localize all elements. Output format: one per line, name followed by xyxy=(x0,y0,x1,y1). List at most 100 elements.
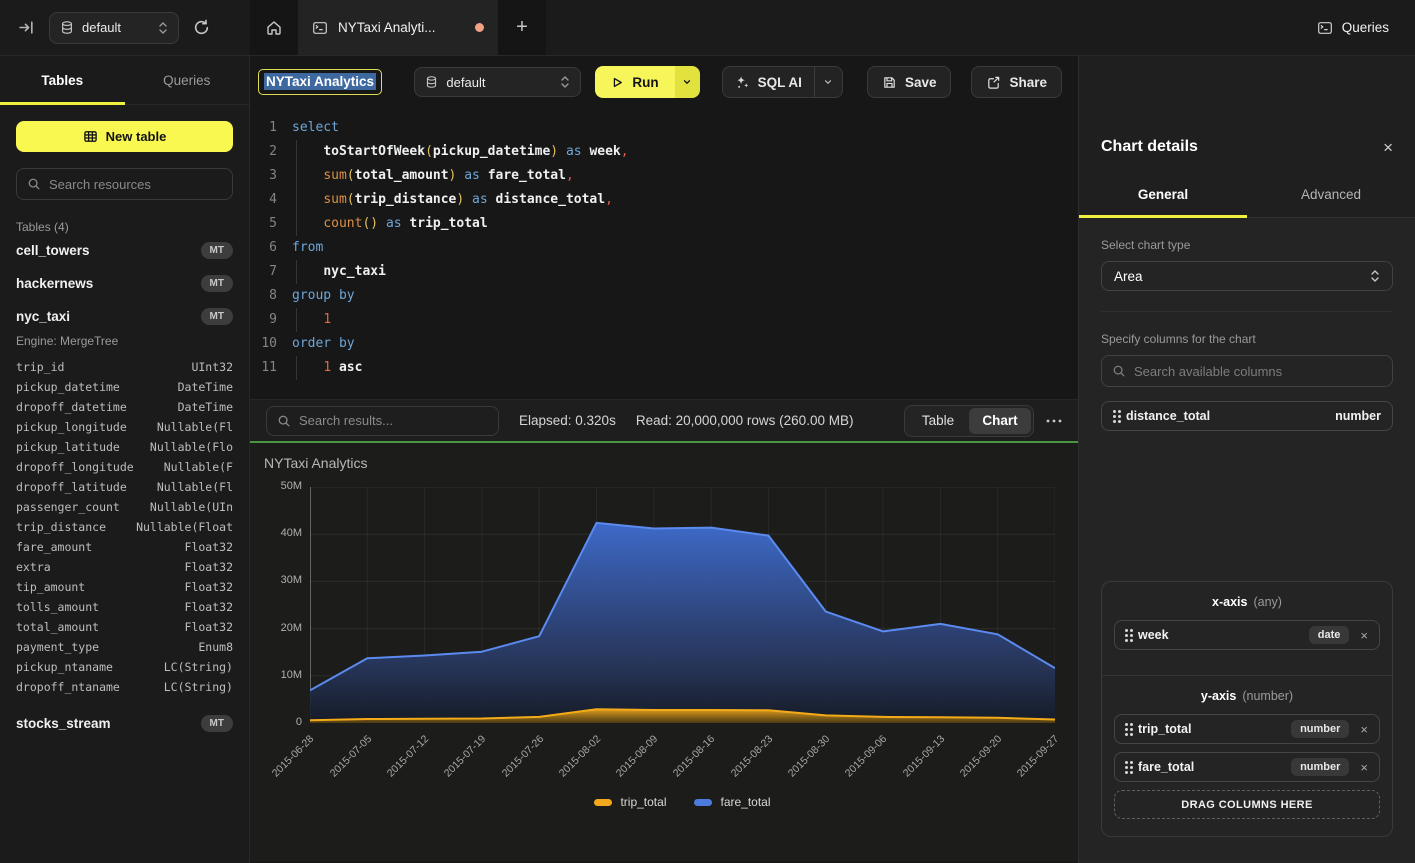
sql-ai-button[interactable]: SQL AI xyxy=(723,67,814,97)
sql-ai-label: SQL AI xyxy=(758,75,802,90)
new-table-button[interactable]: New table xyxy=(16,121,233,152)
axis-item-week[interactable]: weekdate× xyxy=(1114,620,1380,650)
refresh-icon[interactable] xyxy=(193,19,210,36)
axis-item-name: trip_total xyxy=(1138,722,1191,736)
chart-title: NYTaxi Analytics xyxy=(264,455,367,471)
sql-ai-button-group: SQL AI xyxy=(722,66,843,98)
save-button[interactable]: Save xyxy=(867,66,952,98)
run-button[interactable]: Run xyxy=(595,66,674,98)
legend-item-trip_total[interactable]: trip_total xyxy=(594,795,666,809)
sidebar: Tables Queries New table Tables (4) cell… xyxy=(0,56,250,863)
sidebar-search-input[interactable] xyxy=(49,177,222,192)
y-tick-label: 40M xyxy=(258,527,302,539)
columns-label: Specify columns for the chart xyxy=(1101,332,1393,346)
run-label: Run xyxy=(632,75,658,90)
x-axis-items: weekdate× xyxy=(1114,620,1380,650)
tab-advanced[interactable]: Advanced xyxy=(1247,172,1415,217)
columns-search-input[interactable] xyxy=(1134,364,1382,379)
read-stat: Read: 20,000,000 rows (260.00 MB) xyxy=(636,413,854,428)
sidebar-tab-tables[interactable]: Tables xyxy=(0,56,125,104)
column-type: Float32 xyxy=(185,560,233,574)
chart-type-select[interactable]: Area xyxy=(1101,261,1393,291)
y-axis-hint: (number) xyxy=(1242,689,1293,703)
home-tab[interactable] xyxy=(250,0,298,55)
x-tick-label: 2015-08-09 xyxy=(614,733,660,779)
remove-icon[interactable]: × xyxy=(1359,723,1369,736)
drag-handle-icon xyxy=(1113,410,1116,423)
column-row: payment_typeEnum8 xyxy=(16,637,233,657)
remove-icon[interactable]: × xyxy=(1359,761,1369,774)
view-toggle-table[interactable]: Table xyxy=(907,408,969,434)
area-series-fare_total xyxy=(310,523,1055,723)
query-tab-active[interactable]: NYTaxi Analyti... xyxy=(298,0,498,55)
results-search xyxy=(266,406,499,436)
chart-details-panel: Chart details × General Advanced Select … xyxy=(1078,56,1415,863)
drop-zone[interactable]: DRAG COLUMNS HERE xyxy=(1114,790,1380,819)
results-search-input[interactable] xyxy=(299,413,488,428)
view-toggle-chart[interactable]: Chart xyxy=(969,408,1031,434)
run-database-selector[interactable]: default xyxy=(414,67,581,97)
legend-label: fare_total xyxy=(720,795,770,809)
x-axis-label: x-axis xyxy=(1212,595,1247,609)
table-row-nyc_taxi[interactable]: nyc_taxiMT xyxy=(16,300,233,333)
run-options-button[interactable] xyxy=(675,66,700,98)
tab-general[interactable]: General xyxy=(1079,172,1247,217)
code-text: nyc_taxi xyxy=(292,260,386,284)
legend-label: trip_total xyxy=(620,795,666,809)
column-type: Float32 xyxy=(185,620,233,634)
column-name: pickup_latitude xyxy=(16,440,120,454)
line-number: 5 xyxy=(250,212,277,236)
run-database-value: default xyxy=(446,75,485,90)
top-bar-left: default xyxy=(0,0,250,55)
editor-line: 8group by xyxy=(250,284,1078,308)
share-label: Share xyxy=(1009,75,1047,90)
line-number: 10 xyxy=(250,332,277,356)
axis-item-fare_total[interactable]: fare_totalnumber× xyxy=(1114,752,1380,782)
table-row-stocks_stream[interactable]: stocks_streamMT xyxy=(16,707,233,740)
x-tick-label: 2015-09-06 xyxy=(843,733,889,779)
table-row-cell_towers[interactable]: cell_towersMT xyxy=(16,234,233,267)
editor-line: 4 sum(trip_distance) as distance_total, xyxy=(250,188,1078,212)
table-row-hackernews[interactable]: hackernewsMT xyxy=(16,267,233,300)
chart-type-label: Select chart type xyxy=(1101,238,1393,252)
editor-line: 10order by xyxy=(250,332,1078,356)
legend-item-fare_total[interactable]: fare_total xyxy=(694,795,770,809)
editor-line: 3 sum(total_amount) as fare_total, xyxy=(250,164,1078,188)
tab-strip: NYTaxi Analyti... + xyxy=(250,0,546,55)
query-title-input[interactable]: NYTaxi Analytics xyxy=(258,69,382,95)
more-menu-icon[interactable] xyxy=(1046,419,1062,423)
indent-guide-line xyxy=(296,356,297,380)
column-row: pickup_datetimeDateTime xyxy=(16,377,233,397)
new-tab-button[interactable]: + xyxy=(498,0,546,55)
close-icon[interactable]: × xyxy=(1383,139,1393,156)
sidebar-tab-queries[interactable]: Queries xyxy=(125,56,250,104)
x-tick-label: 2015-08-23 xyxy=(728,733,774,779)
queries-button[interactable]: Queries xyxy=(1317,20,1389,36)
column-type: Nullable(UIn xyxy=(150,500,233,514)
available-column-distance_total[interactable]: distance_totalnumber xyxy=(1101,401,1393,431)
drag-handle-icon xyxy=(1125,723,1128,736)
line-number: 9 xyxy=(250,308,277,332)
indent-guide-line xyxy=(296,188,297,212)
editor-line: 5 count() as trip_total xyxy=(250,212,1078,236)
x-tick-label: 2015-07-26 xyxy=(499,733,545,779)
column-row: tip_amountFloat32 xyxy=(16,577,233,597)
indent-guide-line xyxy=(296,140,297,164)
database-selector[interactable]: default xyxy=(49,12,179,44)
columns-search xyxy=(1101,355,1393,387)
share-button[interactable]: Share xyxy=(971,66,1062,98)
remove-icon[interactable]: × xyxy=(1359,629,1369,642)
sparkles-icon xyxy=(735,75,750,90)
x-tick-label: 2015-08-16 xyxy=(671,733,717,779)
axis-item-trip_total[interactable]: trip_totalnumber× xyxy=(1114,714,1380,744)
top-bar: default NYTaxi Analyti... + xyxy=(0,0,1415,56)
sql-ai-options-button[interactable] xyxy=(814,67,842,97)
sidebar-search xyxy=(16,168,233,200)
column-type: LC(String) xyxy=(164,680,233,694)
collapse-sidebar-icon[interactable] xyxy=(18,19,35,36)
line-number: 11 xyxy=(250,356,277,380)
x-tick-label: 2015-07-12 xyxy=(385,733,431,779)
engine-badge: MT xyxy=(201,308,233,325)
sql-editor[interactable]: 1select2 toStartOfWeek(pickup_datetime) … xyxy=(250,108,1078,399)
indent-guide-line xyxy=(296,212,297,236)
